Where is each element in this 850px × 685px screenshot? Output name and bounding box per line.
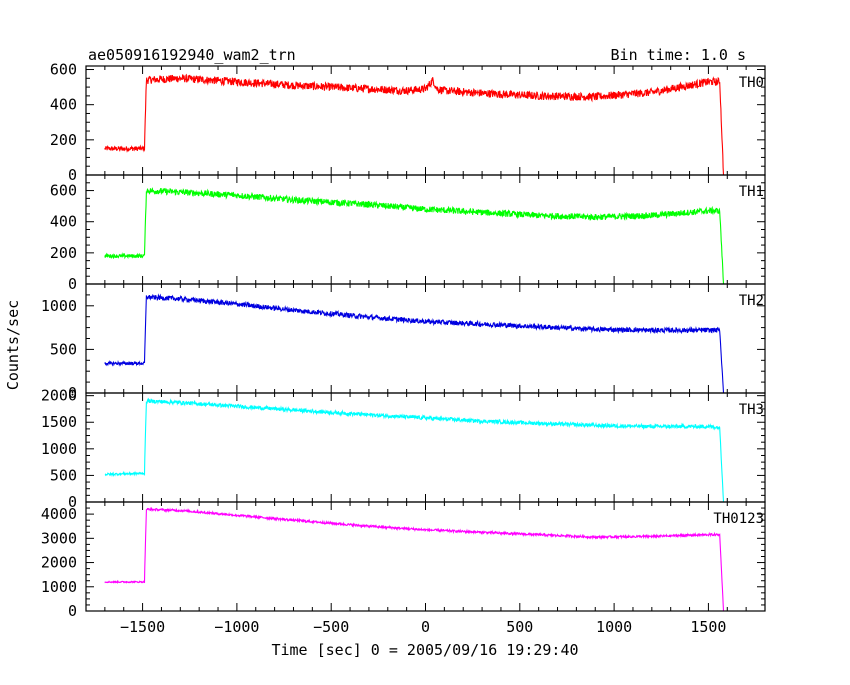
panel-th2: 0 500 1000 TH2 xyxy=(41,283,766,402)
y-tick-label: 1500 xyxy=(41,413,77,431)
panel-label-th2: TH2 xyxy=(739,293,764,309)
panel-label-th3: TH3 xyxy=(739,402,764,418)
y-tick-label: 500 xyxy=(50,466,77,484)
x-tick-label: −1000 xyxy=(214,618,259,636)
panel-frame xyxy=(85,501,766,612)
x-tick-label: 1000 xyxy=(596,618,632,636)
y-tick-label: 1000 xyxy=(41,578,77,596)
x-tick-label: 1500 xyxy=(690,618,726,636)
panel-th1: 0 200 400 600 TH1 xyxy=(50,174,766,293)
y-tick-label: 0 xyxy=(68,275,77,293)
y-tick-label: 1000 xyxy=(41,440,77,458)
panel-label-th0123: TH0123 xyxy=(713,511,764,527)
series-line-th3 xyxy=(104,397,747,503)
panel-th0: 0 200 400 600 TH0 xyxy=(50,61,766,184)
y-tick-label: 200 xyxy=(50,131,77,149)
panel-label-th1: TH1 xyxy=(739,184,764,200)
y-axis-title: Counts/sec xyxy=(4,300,22,390)
y-tick-label: 4000 xyxy=(41,505,77,523)
y-tick-label: 0 xyxy=(68,602,77,620)
bin-time-label: Bin time: 1.0 s xyxy=(611,46,746,64)
x-tick-label: −1500 xyxy=(120,618,165,636)
x-tick-label: 0 xyxy=(421,618,430,636)
series-line-th1 xyxy=(104,187,747,285)
y-tick-label: 0 xyxy=(68,493,77,511)
y-tick-label: 2000 xyxy=(41,387,77,405)
x-tick-label: 500 xyxy=(506,618,533,636)
panel-th0123: 0 1000 2000 3000 4000 TH0123 xyxy=(41,501,766,620)
panel-frame xyxy=(85,392,766,503)
panel-th3: 0 500 1000 1500 2000 TH3 xyxy=(41,387,766,511)
y-tick-label: 0 xyxy=(68,166,77,184)
y-tick-label: 600 xyxy=(50,61,77,79)
panels-layer: 0 200 400 600 TH0 0 200 400 600 TH1 0 500 1000 TH2 0 50… xyxy=(41,61,766,636)
y-tick-label: 200 xyxy=(50,244,77,262)
panel-frame xyxy=(85,65,766,176)
y-tick-label: 0 xyxy=(68,384,77,402)
x-tick-label: −500 xyxy=(313,618,349,636)
series-line-th2 xyxy=(104,293,747,394)
y-tick-label: 400 xyxy=(50,213,77,231)
y-tick-label: 500 xyxy=(50,340,77,358)
y-tick-label: 600 xyxy=(50,182,77,200)
x-axis-title: Time [sec] 0 = 2005/09/16 19:29:40 xyxy=(271,641,578,659)
y-tick-label: 3000 xyxy=(41,529,77,547)
y-tick-label: 1000 xyxy=(41,297,77,315)
series-line-th0123 xyxy=(104,506,747,612)
y-tick-label: 400 xyxy=(50,96,77,114)
y-tick-label: 2000 xyxy=(41,554,77,572)
chart-title: ae050916192940_wam2_trn xyxy=(88,46,296,64)
series-line-th0 xyxy=(104,73,747,176)
panel-label-th0: TH0 xyxy=(739,75,764,91)
